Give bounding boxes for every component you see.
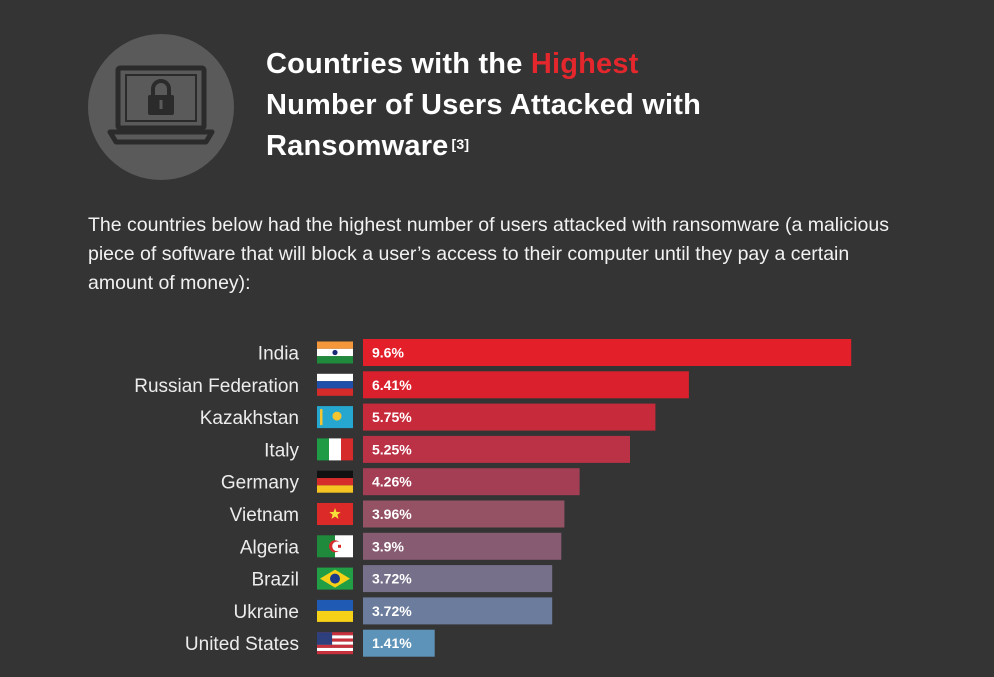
intro-text: The countries below had the highest numb… bbox=[88, 214, 889, 294]
ukraine-flag-icon bbox=[317, 599, 353, 622]
bar bbox=[363, 532, 562, 560]
ransomware-bar-chart: India 9.6% Russian Federation 6.41% Kazakhst… bbox=[134, 339, 852, 657]
bar bbox=[363, 597, 553, 625]
value-label: 1.41% bbox=[372, 635, 412, 651]
bar bbox=[363, 403, 656, 431]
category-label: Italy bbox=[264, 440, 299, 461]
bar bbox=[363, 468, 580, 496]
title-line-3: Ransomware [3] bbox=[266, 130, 470, 162]
india-flag-icon bbox=[317, 341, 353, 364]
title-highlight: Highest bbox=[530, 48, 639, 80]
value-label: 5.75% bbox=[372, 409, 412, 425]
value-label: 9.6% bbox=[372, 345, 404, 361]
value-label: 3.96% bbox=[372, 506, 412, 522]
category-label: Brazil bbox=[251, 570, 299, 591]
category-label: Kazakhstan bbox=[200, 408, 299, 429]
category-label: Vietnam bbox=[230, 505, 299, 526]
category-label: Algeria bbox=[240, 537, 300, 558]
value-label: 3.9% bbox=[372, 538, 404, 554]
value-label: 3.72% bbox=[372, 603, 412, 619]
title-line-2: Number of Users Attacked with bbox=[266, 89, 701, 121]
laptop-lock-icon bbox=[88, 34, 234, 180]
algeria-flag-icon bbox=[317, 535, 353, 558]
bar bbox=[363, 500, 565, 528]
value-label: 4.26% bbox=[372, 474, 412, 490]
value-label: 5.25% bbox=[372, 441, 412, 457]
category-label: Germany bbox=[221, 473, 300, 494]
bar bbox=[363, 565, 553, 593]
italy-flag-icon bbox=[317, 438, 353, 461]
value-label: 3.72% bbox=[372, 571, 412, 587]
citation: [3] bbox=[451, 136, 470, 152]
brazil-flag-icon bbox=[317, 567, 353, 590]
usa-flag-icon bbox=[317, 632, 353, 655]
bar bbox=[363, 371, 689, 399]
vietnam-flag-icon bbox=[317, 503, 353, 525]
kazakhstan-flag-icon bbox=[317, 406, 353, 429]
bar bbox=[363, 435, 630, 463]
category-label: United States bbox=[185, 634, 299, 655]
value-label: 6.41% bbox=[372, 377, 412, 393]
bar bbox=[363, 339, 852, 366]
page-title: Countries with the Highest Number of Use… bbox=[266, 44, 866, 167]
category-label: Ukraine bbox=[234, 602, 299, 623]
germany-flag-icon bbox=[317, 470, 353, 493]
category-label: Russian Federation bbox=[134, 376, 299, 397]
russia-flag-icon bbox=[317, 373, 353, 396]
bar bbox=[363, 629, 435, 657]
title-line-1: Countries with the Highest bbox=[266, 48, 639, 80]
category-label: India bbox=[258, 344, 300, 365]
